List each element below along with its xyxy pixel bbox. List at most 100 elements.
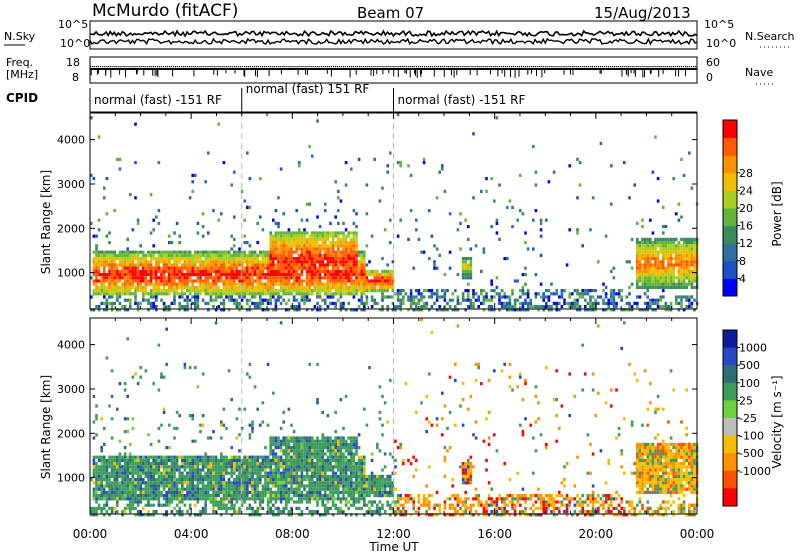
power-cell: [132, 257, 135, 260]
power-cell: [98, 219, 101, 222]
velocity-cell: [293, 430, 296, 433]
power-cell: [678, 247, 681, 250]
power-cell: [425, 289, 428, 292]
power-cell: [290, 263, 293, 266]
velocity-cell: [142, 507, 145, 510]
nave-point: [464, 66, 465, 67]
velocity-cell: [160, 494, 163, 497]
power-cell: [644, 286, 647, 289]
velocity-cell: [303, 468, 306, 471]
power-cell: [264, 273, 267, 276]
velocity-cell: [134, 484, 137, 487]
power-cell: [579, 183, 582, 186]
power-cell: [129, 276, 132, 279]
power-cell: [238, 302, 241, 305]
nave-point: [612, 66, 613, 67]
nave-point: [96, 66, 97, 67]
power-cell: [685, 254, 688, 257]
velocity-cell: [142, 456, 145, 459]
power-cell: [654, 302, 657, 305]
power-cell: [285, 292, 288, 295]
power-cell: [243, 251, 246, 254]
power-cell: [150, 289, 153, 292]
power-cell: [311, 289, 314, 292]
power-cell: [353, 292, 356, 295]
velocity-cell: [282, 449, 285, 452]
velocity-cell: [280, 484, 283, 487]
power-cell: [324, 263, 327, 266]
velocity-cell: [264, 475, 267, 478]
power-cell: [636, 238, 639, 241]
power-cell: [269, 276, 272, 279]
power-cell: [501, 305, 504, 308]
nave-point: [234, 66, 235, 67]
power-cell: [358, 299, 361, 302]
power-cell: [644, 241, 647, 244]
power-cell: [675, 238, 678, 241]
velocity-cell: [129, 494, 132, 497]
power-cell: [124, 299, 127, 302]
velocity-cell: [121, 468, 124, 471]
power-cell: [108, 270, 111, 273]
power-cell: [360, 267, 363, 270]
velocity-cell: [212, 456, 215, 459]
power-cell: [646, 238, 649, 241]
power-cell: [210, 299, 213, 302]
velocity-cell: [223, 481, 226, 484]
velocity-cell: [249, 478, 252, 481]
power-cell: [230, 279, 233, 282]
power-cell: [290, 286, 293, 289]
power-cell: [324, 254, 327, 257]
velocity-cell: [95, 494, 98, 497]
power-cell: [503, 305, 506, 308]
power-cell: [152, 276, 155, 279]
velocity-cell: [256, 472, 259, 475]
velocity-cell: [119, 452, 122, 455]
power-cell: [548, 289, 551, 292]
power-cell: [139, 244, 142, 247]
power-cell: [376, 276, 379, 279]
velocity-cell: [103, 507, 106, 510]
power-cell: [657, 279, 660, 282]
velocity-cell: [238, 459, 241, 462]
power-cell: [670, 244, 673, 247]
power-cell: [132, 279, 135, 282]
power-cell: [280, 231, 283, 234]
power-cell: [342, 241, 345, 244]
power-cell: [324, 270, 327, 273]
power-cell: [571, 292, 574, 295]
velocity-cell: [176, 411, 179, 414]
power-cell: [308, 238, 311, 241]
velocity-cell: [269, 507, 272, 510]
power-cell: [324, 231, 327, 234]
power-cell: [280, 286, 283, 289]
velocity-cell: [137, 484, 140, 487]
power-cell: [337, 276, 340, 279]
velocity-cell: [155, 456, 158, 459]
velocity-cell: [303, 443, 306, 446]
power-cell: [152, 305, 155, 308]
power-cell: [238, 263, 241, 266]
velocity-cell: [163, 456, 166, 459]
power-cell: [345, 260, 348, 263]
power-cell: [236, 283, 239, 286]
colorbar-swatch: [723, 155, 737, 173]
velocity-cell: [285, 481, 288, 484]
power-cell: [129, 292, 132, 295]
power-cell: [334, 270, 337, 273]
power-cell: [295, 244, 298, 247]
velocity-cell: [236, 468, 239, 471]
power-cell: [545, 295, 548, 298]
velocity-cell: [93, 481, 96, 484]
power-cell: [189, 270, 192, 273]
velocity-cell: [207, 472, 210, 475]
power-cell: [160, 260, 163, 263]
power-cell: [301, 235, 304, 238]
velocity-cell: [228, 462, 231, 465]
power-cell: [324, 299, 327, 302]
power-cell: [498, 302, 501, 305]
power-cell: [657, 254, 660, 257]
power-cell: [275, 244, 278, 247]
power-cell: [654, 260, 657, 263]
power-cell: [678, 203, 681, 206]
